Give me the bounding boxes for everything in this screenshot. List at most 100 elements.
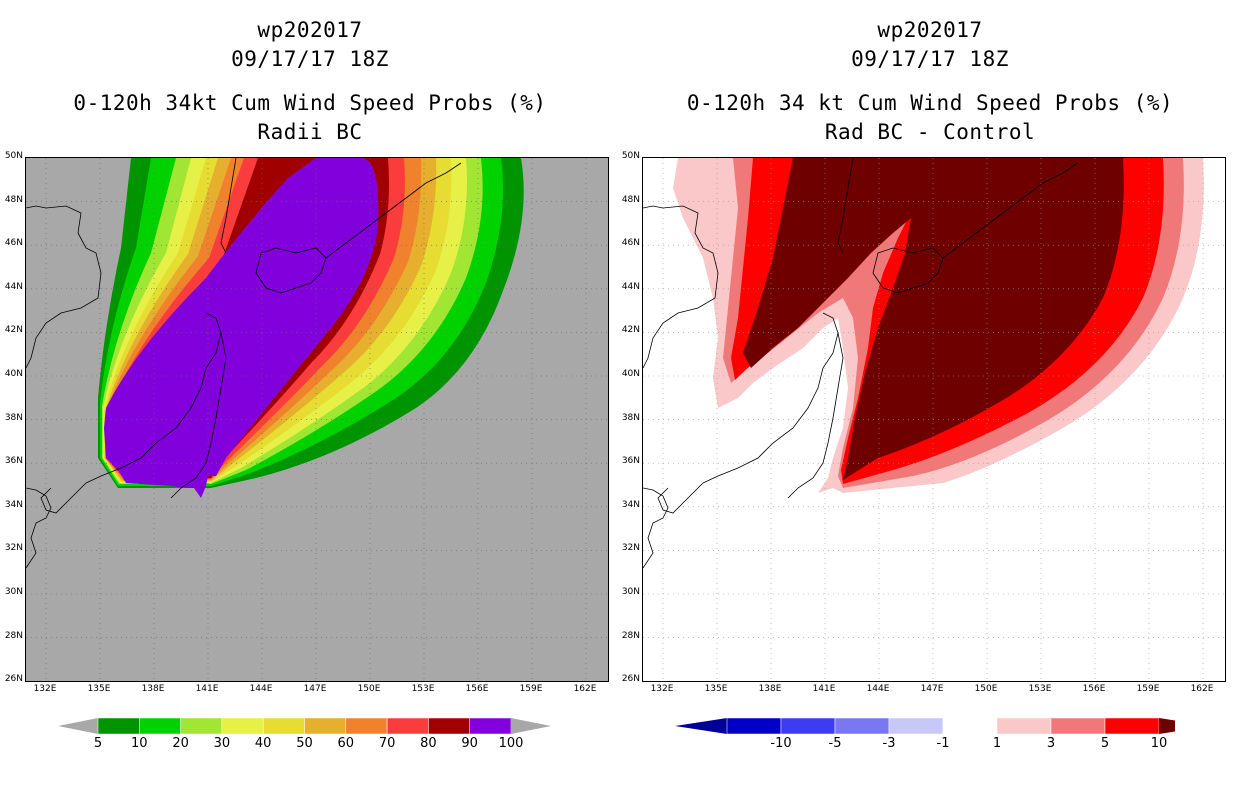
left-colorbar-label: 30 xyxy=(206,736,238,751)
right-lat-label: 46N xyxy=(618,238,640,248)
right-lon-label: 156E xyxy=(1078,684,1110,694)
left-datetime: 09/17/17 18Z xyxy=(20,45,600,74)
right-lon-label: 159E xyxy=(1132,684,1164,694)
left-lon-label: 141E xyxy=(191,684,223,694)
left-colorbar-segment xyxy=(181,718,222,734)
left-lon-label: 135E xyxy=(83,684,115,694)
left-colorbar-label: 20 xyxy=(165,736,197,751)
right-colorbar-segment xyxy=(727,718,781,734)
right-lat-label: 38N xyxy=(618,413,640,423)
left-probability-map xyxy=(25,157,609,682)
right-colorbar-label: -1 xyxy=(927,736,959,751)
left-lat-label: 48N xyxy=(1,195,23,205)
left-lat-label: 42N xyxy=(1,325,23,335)
left-lat-label: 50N xyxy=(1,151,23,161)
left-lon-label: 156E xyxy=(461,684,493,694)
kyushu xyxy=(41,483,86,513)
right-colorbar-segment xyxy=(997,718,1051,734)
right-subtitle: Rad BC - Control xyxy=(630,118,1230,147)
right-colorbar-segment xyxy=(889,718,943,734)
left-colorbar-label: 100 xyxy=(495,736,527,751)
right-colorbar-label: -5 xyxy=(819,736,851,751)
left-colorbar-above-arrow xyxy=(511,718,551,734)
left-lat-label: 34N xyxy=(1,500,23,510)
left-lon-label: 138E xyxy=(137,684,169,694)
right-lat-label: 26N xyxy=(618,674,640,684)
left-lat-label: 40N xyxy=(1,369,23,379)
left-colorbar-segment xyxy=(346,718,387,734)
left-colorbar-below-arrow xyxy=(58,718,98,734)
left-colorbar-label: 5 xyxy=(82,736,114,751)
left-lat-label: 26N xyxy=(1,674,23,684)
right-colorbar-segment xyxy=(1051,718,1105,734)
left-colorbar-label: 10 xyxy=(123,736,155,751)
right-lat-label: 48N xyxy=(618,195,640,205)
right-colorbar-label: 5 xyxy=(1089,736,1121,751)
left-lon-label: 153E xyxy=(407,684,439,694)
left-product-title: 0-120h 34kt Cum Wind Speed Probs (%) xyxy=(20,89,600,118)
left-colorbar-label: 60 xyxy=(330,736,362,751)
right-difference-contours xyxy=(673,158,1204,493)
left-lat-label: 38N xyxy=(1,413,23,423)
right-map-svg xyxy=(643,158,1225,681)
left-colorbar-segment xyxy=(470,718,511,734)
right-lat-label: 40N xyxy=(618,369,640,379)
left-lon-label: 159E xyxy=(515,684,547,694)
left-colorbar-segment xyxy=(139,718,180,734)
right-colorbar-label: 10 xyxy=(1143,736,1175,751)
right-lon-label: 162E xyxy=(1186,684,1218,694)
korea-coast xyxy=(26,488,51,568)
left-colorbar-label: 50 xyxy=(289,736,321,751)
right-lon-label: 150E xyxy=(970,684,1002,694)
right-difference-map xyxy=(642,157,1226,682)
right-colorbar-label: 1 xyxy=(981,736,1013,751)
left-lat-label: 36N xyxy=(1,456,23,466)
left-colorbar-segment xyxy=(263,718,304,734)
left-lon-label: 132E xyxy=(29,684,61,694)
left-lat-label: 46N xyxy=(1,238,23,248)
right-lat-label: 36N xyxy=(618,456,640,466)
right-lon-label: 135E xyxy=(700,684,732,694)
right-lat-label: 32N xyxy=(618,543,640,553)
right-colorbar-below-arrow xyxy=(675,718,727,734)
left-lon-label: 147E xyxy=(299,684,331,694)
right-lat-label: 34N xyxy=(618,500,640,510)
left-colorbar-segment xyxy=(222,718,263,734)
left-lon-label: 150E xyxy=(353,684,385,694)
right-lat-label: 44N xyxy=(618,282,640,292)
right-lon-label: 147E xyxy=(916,684,948,694)
left-map-svg xyxy=(26,158,608,681)
right-lat-label: 30N xyxy=(618,587,640,597)
right-colorbar-label: -3 xyxy=(873,736,905,751)
left-lat-label: 30N xyxy=(1,587,23,597)
left-colorbar-segment xyxy=(428,718,469,734)
right-lon-label: 153E xyxy=(1024,684,1056,694)
right-colorbar-above-arrow xyxy=(1159,718,1175,734)
kyushu xyxy=(658,483,703,513)
left-probability-contours xyxy=(98,158,524,498)
right-datetime: 09/17/17 18Z xyxy=(630,45,1230,74)
right-colorbar-segment xyxy=(1105,718,1159,734)
right-lon-label: 138E xyxy=(754,684,786,694)
right-colorbar-segment xyxy=(943,718,997,734)
right-lon-label: 141E xyxy=(808,684,840,694)
left-colorbar-segment xyxy=(305,718,346,734)
right-colorbar-label: 3 xyxy=(1035,736,1067,751)
left-colorbar-label: 80 xyxy=(412,736,444,751)
right-storm-id: wp202017 xyxy=(630,16,1230,45)
left-lat-label: 28N xyxy=(1,631,23,641)
left-lat-label: 32N xyxy=(1,543,23,553)
left-lon-label: 144E xyxy=(245,684,277,694)
right-colorbar-segment xyxy=(835,718,889,734)
left-storm-id: wp202017 xyxy=(20,16,600,45)
left-colorbar-label: 40 xyxy=(247,736,279,751)
asia-coast xyxy=(26,206,101,368)
left-colorbar-segment xyxy=(98,718,139,734)
left-colorbar-label: 90 xyxy=(454,736,486,751)
right-colorbar-label: -10 xyxy=(765,736,797,751)
left-colorbar-segment xyxy=(387,718,428,734)
left-subtitle: Radii BC xyxy=(20,118,600,147)
right-lon-label: 144E xyxy=(862,684,894,694)
right-lon-label: 132E xyxy=(646,684,678,694)
right-lat-label: 42N xyxy=(618,325,640,335)
